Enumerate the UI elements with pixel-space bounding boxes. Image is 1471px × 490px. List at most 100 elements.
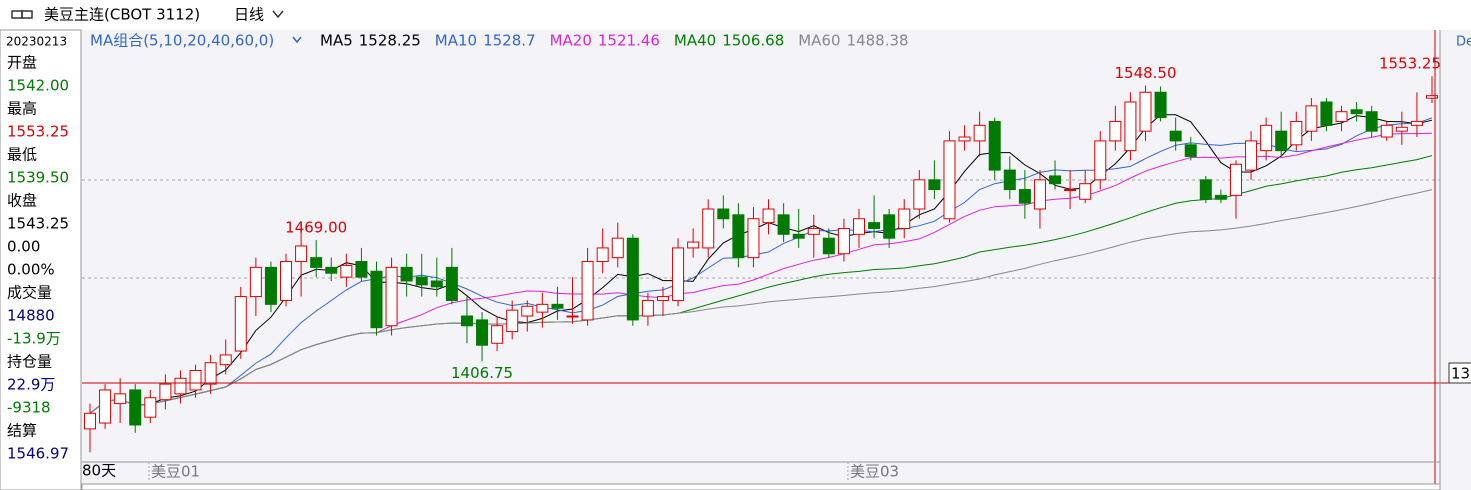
candle-body bbox=[114, 393, 127, 405]
info-value: 1543.25 bbox=[7, 215, 69, 233]
candle-body bbox=[988, 120, 1001, 171]
candle-body bbox=[1154, 91, 1167, 119]
candle-body bbox=[762, 208, 775, 224]
dropdown-arrow[interactable] bbox=[292, 36, 302, 44]
candle-body bbox=[687, 241, 700, 249]
candle-body bbox=[1290, 120, 1303, 146]
candle-body bbox=[672, 247, 685, 301]
candle-body bbox=[822, 237, 835, 255]
candle-body bbox=[792, 233, 805, 239]
candle-body bbox=[219, 354, 232, 366]
candle-body bbox=[581, 261, 594, 321]
candle-body bbox=[807, 227, 820, 235]
candle-body bbox=[415, 276, 428, 286]
price-annotation: 1406.75 bbox=[451, 364, 513, 382]
candle-body bbox=[1003, 169, 1016, 191]
candle-body bbox=[521, 305, 534, 317]
candle-body bbox=[506, 309, 519, 333]
candle-body bbox=[1410, 120, 1423, 126]
candle-body bbox=[913, 179, 926, 210]
candle-body bbox=[656, 296, 669, 301]
crosshair-price: 13 bbox=[1451, 365, 1470, 383]
info-value: 1539.50 bbox=[7, 169, 69, 187]
period-select[interactable]: 日线 bbox=[234, 6, 264, 24]
candle-body bbox=[837, 227, 850, 255]
candle-body bbox=[1275, 130, 1288, 152]
candle-body bbox=[174, 377, 187, 395]
candle-body bbox=[1365, 111, 1378, 132]
candle-body bbox=[1214, 194, 1227, 200]
top-bar bbox=[0, 0, 1471, 30]
info-value: -13.9万 bbox=[7, 330, 61, 348]
candle-body bbox=[1049, 175, 1062, 185]
candle-body bbox=[295, 245, 308, 263]
candle-body bbox=[641, 299, 654, 317]
ma-value: 1528.7 bbox=[483, 32, 536, 50]
candle-body bbox=[898, 208, 911, 229]
candle-body bbox=[958, 136, 971, 142]
candle-body bbox=[445, 266, 458, 301]
info-value: -9318 bbox=[7, 399, 51, 417]
link-icon[interactable] bbox=[11, 10, 33, 19]
candle-body bbox=[702, 208, 715, 249]
candle-body bbox=[159, 383, 172, 401]
candle-body bbox=[1305, 105, 1318, 132]
candle-body bbox=[1184, 144, 1197, 157]
candle-body bbox=[189, 369, 202, 391]
candle-body bbox=[1033, 179, 1046, 210]
candle-body bbox=[1139, 91, 1152, 132]
candle-body bbox=[611, 237, 624, 259]
info-date: 20230213 bbox=[6, 35, 67, 49]
ma-name: MA10 bbox=[435, 32, 477, 50]
candle-body bbox=[460, 315, 473, 327]
candle-body bbox=[84, 412, 96, 430]
candle-body bbox=[249, 266, 262, 298]
info-value: 1546.97 bbox=[7, 445, 69, 463]
candle-body bbox=[928, 179, 941, 191]
info-label: 持仓量 bbox=[7, 353, 52, 371]
candle-body bbox=[355, 261, 368, 278]
ma-title[interactable]: MA组合(5,10,20,40,60,0) bbox=[90, 32, 274, 50]
candle-body bbox=[1018, 189, 1031, 204]
candle-body bbox=[626, 237, 639, 321]
info-label: 最高 bbox=[7, 100, 37, 118]
candle-body bbox=[1335, 111, 1348, 122]
dropdown-arrow[interactable] bbox=[272, 10, 284, 19]
ma-line bbox=[89, 189, 1433, 414]
candle-body bbox=[385, 266, 398, 327]
candle-body bbox=[1094, 140, 1107, 181]
info-label: 结算 bbox=[7, 422, 37, 440]
info-label: 成交量 bbox=[7, 284, 52, 302]
candle-body bbox=[1229, 163, 1242, 196]
ma-value: 1528.25 bbox=[359, 32, 421, 50]
info-value: 1553.25 bbox=[7, 123, 69, 141]
candle-body bbox=[596, 247, 609, 263]
candle-body bbox=[1124, 101, 1137, 152]
candle-body bbox=[1199, 179, 1212, 200]
candle-body bbox=[566, 315, 579, 318]
ma-value: 1521.46 bbox=[598, 32, 660, 50]
candle-body bbox=[370, 270, 383, 329]
symbol[interactable]: 美豆主连(CBOT 3112) bbox=[44, 6, 200, 24]
candle-body bbox=[1395, 126, 1408, 132]
ma-value: 1506.68 bbox=[722, 32, 784, 50]
candle-body bbox=[853, 218, 866, 235]
candle-body bbox=[1320, 101, 1333, 126]
candle-body bbox=[747, 218, 760, 259]
candle-body bbox=[973, 124, 986, 142]
candle-body bbox=[430, 280, 443, 288]
ma-name: MA5 bbox=[320, 32, 353, 50]
candle-body bbox=[476, 319, 489, 346]
candle-body bbox=[883, 214, 896, 239]
info-panel bbox=[0, 29, 82, 490]
ma-name: MA40 bbox=[674, 32, 716, 50]
candle-body bbox=[491, 325, 504, 344]
info-value: 1542.00 bbox=[7, 77, 69, 95]
candle-body bbox=[1109, 120, 1122, 142]
candle-body bbox=[144, 397, 157, 418]
crosshair-price-box bbox=[1448, 362, 1471, 384]
candle-body bbox=[732, 214, 745, 259]
candle-body bbox=[868, 222, 881, 229]
